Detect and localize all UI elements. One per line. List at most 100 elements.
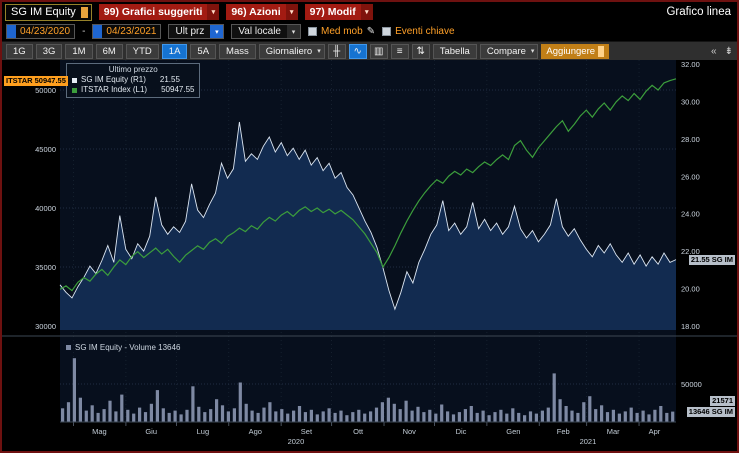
volume-legend-label: SG IM Equity - Volume 13646 xyxy=(75,343,181,352)
menu-modif[interactable]: 97) Modif ▾ xyxy=(304,4,373,20)
chevron-down-icon[interactable]: ▾ xyxy=(287,25,300,38)
chevron-down-icon: ▾ xyxy=(317,48,321,55)
chart-legend[interactable]: Ultimo prezzo SG IM Equity (R1) 21.55 IT… xyxy=(66,63,201,98)
menu-azioni-label: 96) Azioni xyxy=(231,6,281,18)
pencil-icon[interactable]: ✎ xyxy=(366,26,376,37)
period-button-1a[interactable]: 1A xyxy=(161,43,188,59)
svg-text:24.00: 24.00 xyxy=(681,210,700,219)
screen-title: Grafico linea xyxy=(666,6,731,18)
chart-toolbar: 1G 3G 1M 6M YTD 1A 5A Mass Giornaliero ▾… xyxy=(2,41,737,60)
svg-text:Set: Set xyxy=(301,427,313,436)
period-button-1g[interactable]: 1G xyxy=(6,43,33,59)
svg-text:20.00: 20.00 xyxy=(681,285,700,294)
date-to-field[interactable]: 04/23/2021 xyxy=(92,24,162,39)
moving-average-checkbox[interactable] xyxy=(308,27,317,36)
security-ticker-label: SG IM Equity xyxy=(11,6,76,18)
itstar-last-price-tag: ITSTAR 50947.55 xyxy=(4,76,68,86)
svg-text:Giu: Giu xyxy=(145,427,157,436)
svg-text:Mar: Mar xyxy=(607,427,620,436)
date-from-field[interactable]: 04/23/2020 xyxy=(6,24,76,39)
add-security-button[interactable]: Aggiungere xyxy=(541,43,610,59)
svg-text:30.00: 30.00 xyxy=(681,97,700,106)
volume-last-tag: 13646 SG IM xyxy=(686,407,735,417)
frequency-value: Giornaliero xyxy=(265,45,313,57)
line-chart-icon[interactable]: ∿ xyxy=(348,43,367,59)
chevron-down-icon: ▾ xyxy=(530,48,535,55)
sgim-series-value: 21.55 xyxy=(159,75,180,84)
legend-row-itstar: ITSTAR Index (L1) 50947.55 xyxy=(72,85,194,95)
itstar-series-swatch xyxy=(72,87,77,93)
svg-text:32.00: 32.00 xyxy=(681,60,700,69)
svg-text:50000: 50000 xyxy=(681,380,702,389)
date-to-value: 04/23/2021 xyxy=(106,26,157,37)
compare-dropdown[interactable]: Compare ▾ xyxy=(479,43,539,59)
bar-chart-icon[interactable]: ▥ xyxy=(369,43,388,59)
menu-azioni[interactable]: 96) Azioni ▾ xyxy=(226,4,298,20)
volume-series-swatch xyxy=(66,345,71,350)
svg-text:Feb: Feb xyxy=(557,427,570,436)
indicators-icon[interactable]: ≡ xyxy=(390,43,409,59)
price-field-dropdown[interactable]: Ult prz ▾ xyxy=(168,24,225,39)
sgim-last-price-tag: 21.55 SG IM xyxy=(688,255,735,265)
sgim-series-label: SG IM Equity (R1) xyxy=(81,75,146,84)
period-button-5a[interactable]: 5A xyxy=(190,43,217,59)
chart-area[interactable]: 50000 45000 40000 35000 30000 32.00 30.00 28.00… xyxy=(2,60,737,451)
period-button-3g[interactable]: 3G xyxy=(35,43,63,59)
calendar-icon[interactable] xyxy=(7,25,16,38)
sort-updown-icon[interactable]: ⇅ xyxy=(411,43,430,59)
legend-row-sgim: SG IM Equity (R1) 21.55 xyxy=(72,75,194,85)
price-volume-chart[interactable]: 50000 45000 40000 35000 30000 32.00 30.00 28.00… xyxy=(2,60,737,451)
svg-text:40000: 40000 xyxy=(35,204,56,213)
period-button-6m[interactable]: 6M xyxy=(95,43,123,59)
add-security-label: Aggiungere xyxy=(546,45,596,57)
svg-text:Mag: Mag xyxy=(92,427,107,436)
svg-text:35000: 35000 xyxy=(35,263,56,272)
svg-text:Lug: Lug xyxy=(197,427,210,436)
period-button-1m[interactable]: 1M xyxy=(65,43,93,59)
volume-average-tag: 21571 xyxy=(710,396,735,406)
sgim-series-swatch xyxy=(72,77,77,83)
chevron-down-icon[interactable]: ▾ xyxy=(210,25,224,38)
calendar-icon[interactable] xyxy=(93,25,103,38)
title-bar: SG IM Equity 99) Grafici suggeriti ▾ 96)… xyxy=(2,2,737,22)
period-button-mass[interactable]: Mass xyxy=(219,43,256,59)
page-down-icon[interactable]: ⇟ xyxy=(724,45,733,57)
currency-dropdown[interactable]: Val locale ▾ xyxy=(231,24,301,39)
svg-text:18.00: 18.00 xyxy=(681,322,700,331)
svg-text:Nov: Nov xyxy=(403,427,417,436)
input-cursor xyxy=(80,6,88,18)
candlestick-chart-icon[interactable]: ╫ xyxy=(327,43,346,59)
table-button[interactable]: Tabella xyxy=(432,43,477,59)
key-events-toggle[interactable]: Eventi chiave xyxy=(382,26,455,37)
chevron-down-icon[interactable]: ▾ xyxy=(285,4,298,20)
itstar-series-label: ITSTAR Index (L1) xyxy=(81,85,148,94)
moving-average-toggle[interactable]: Med mob ✎ xyxy=(308,26,375,37)
input-cursor xyxy=(598,45,605,57)
svg-text:45000: 45000 xyxy=(35,145,56,154)
svg-text:50000: 50000 xyxy=(35,86,56,95)
chevron-down-icon[interactable]: ▾ xyxy=(360,4,373,20)
volume-legend: SG IM Equity - Volume 13646 xyxy=(66,343,180,352)
svg-text:Apr: Apr xyxy=(649,427,661,436)
svg-text:26.00: 26.00 xyxy=(681,172,700,181)
date-from-value: 04/23/2020 xyxy=(20,26,71,37)
frequency-dropdown[interactable]: Giornaliero ▾ xyxy=(258,43,325,59)
svg-text:2021: 2021 xyxy=(580,437,597,446)
date-range-separator: - xyxy=(82,26,86,37)
svg-text:30000: 30000 xyxy=(35,322,56,331)
svg-text:28.00: 28.00 xyxy=(681,135,700,144)
svg-text:2020: 2020 xyxy=(288,437,305,446)
period-button-ytd[interactable]: YTD xyxy=(125,43,159,59)
legend-title: Ultimo prezzo xyxy=(108,65,158,74)
svg-text:Dic: Dic xyxy=(456,427,467,436)
price-field-value: Ult prz xyxy=(175,26,205,37)
menu-modif-label: 97) Modif xyxy=(309,6,356,18)
chevron-down-icon[interactable]: ▾ xyxy=(207,4,220,20)
menu-grafici-suggeriti[interactable]: 99) Grafici suggeriti ▾ xyxy=(98,4,220,20)
currency-value: Val locale xyxy=(238,26,281,37)
collapse-panel-icon[interactable]: « xyxy=(711,45,717,57)
key-events-checkbox[interactable] xyxy=(382,27,392,36)
svg-text:Ott: Ott xyxy=(353,427,364,436)
security-ticker-box[interactable]: SG IM Equity xyxy=(5,3,92,21)
